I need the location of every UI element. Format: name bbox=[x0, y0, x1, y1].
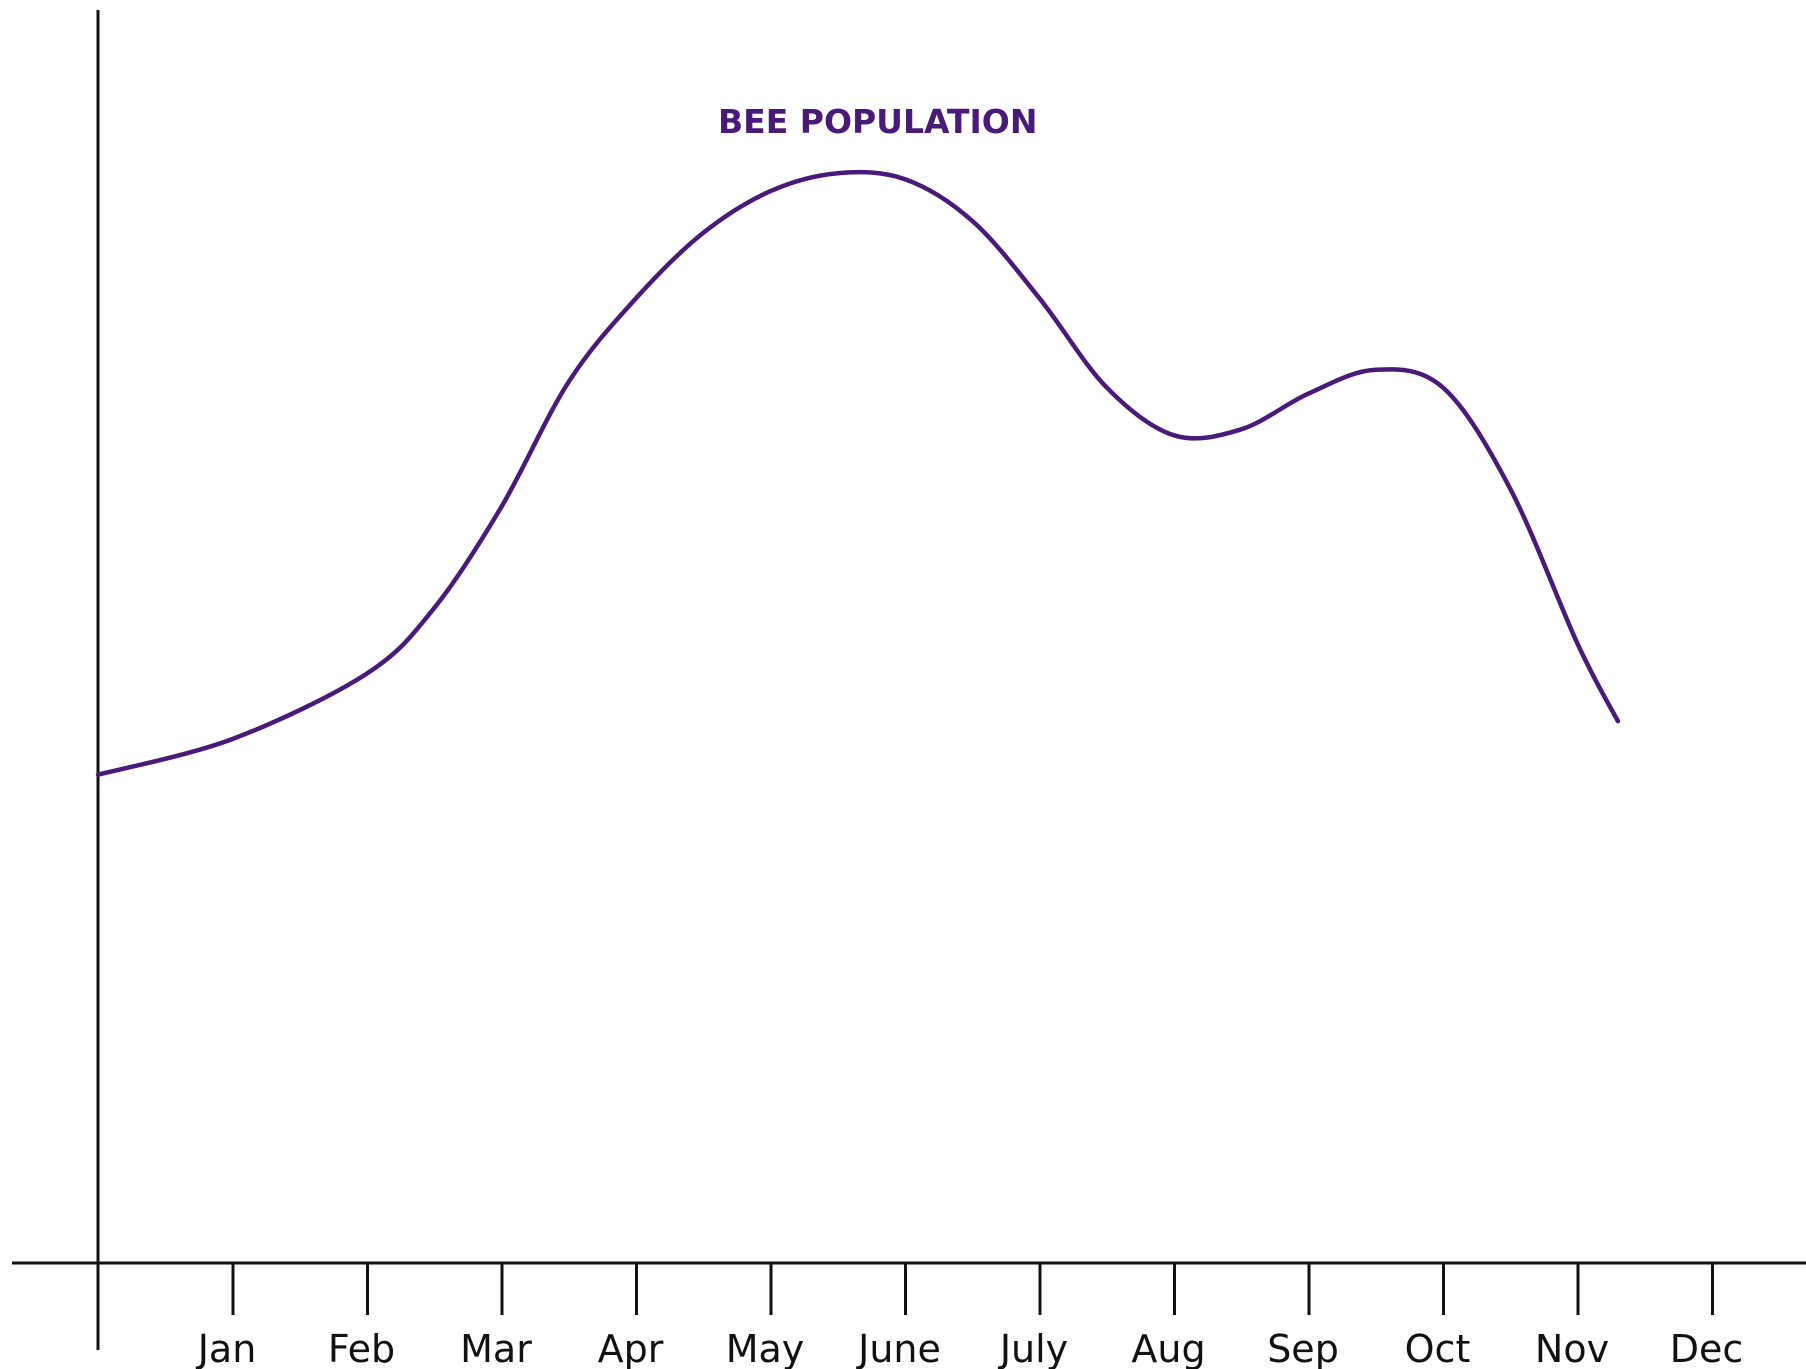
x-tick-label-may: May bbox=[726, 1327, 805, 1369]
x-tick-label-dec: Dec bbox=[1670, 1327, 1744, 1369]
x-tick-label-aug: Aug bbox=[1131, 1327, 1205, 1369]
x-tick-label-apr: Apr bbox=[598, 1327, 664, 1369]
x-tick-label-oct: Oct bbox=[1405, 1327, 1471, 1369]
bee-population-line bbox=[95, 169, 1621, 777]
x-tick-label-feb: Feb bbox=[328, 1327, 395, 1369]
series-label: BEE POPULATION bbox=[718, 102, 1037, 141]
x-tick-label-jan: Jan bbox=[196, 1327, 257, 1369]
x-tick-label-nov: Nov bbox=[1535, 1327, 1609, 1369]
x-tick-label-mar: Mar bbox=[460, 1327, 532, 1369]
x-axis-tick-labels: Jan Feb Mar Apr May June July Aug Sep Oct Nov Dec bbox=[196, 1327, 1744, 1369]
x-tick-label-june: June bbox=[856, 1327, 941, 1369]
x-tick-label-july: July bbox=[998, 1327, 1068, 1369]
x-axis-ticks bbox=[96, 1263, 1714, 1348]
x-tick-label-sep: Sep bbox=[1267, 1327, 1339, 1369]
